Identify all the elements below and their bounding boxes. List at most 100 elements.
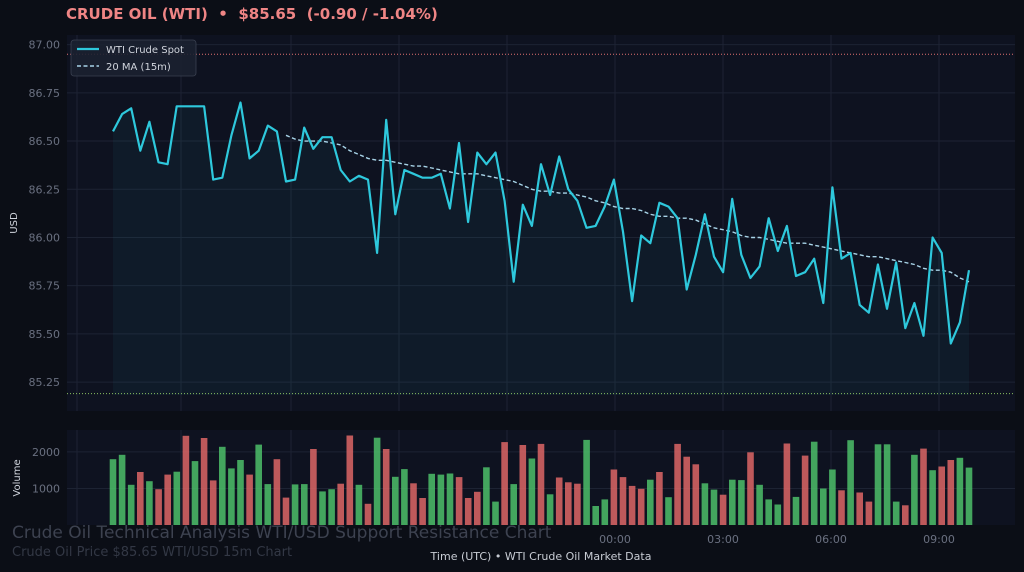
volume-bar xyxy=(109,459,117,525)
price-area-fill xyxy=(113,102,969,395)
volume-bar xyxy=(246,474,253,525)
volume-bar xyxy=(173,471,181,525)
volume-bar xyxy=(137,472,144,525)
volume-bar xyxy=(938,466,945,525)
volume-y-tick-label: 1000 xyxy=(32,483,60,496)
header-separator: • xyxy=(218,5,228,23)
volume-bar xyxy=(392,476,399,525)
volume-bar xyxy=(364,503,372,525)
volume-y-ticks: 1000 2000 xyxy=(32,446,60,496)
volume-bar xyxy=(920,448,927,525)
volume-bar xyxy=(628,485,636,525)
volume-bar xyxy=(191,461,199,525)
volume-bar xyxy=(892,501,900,525)
volume-bar xyxy=(792,496,800,525)
volume-bar xyxy=(747,452,754,525)
volume-bar xyxy=(328,489,335,525)
volume-y-axis-label: Volume xyxy=(12,459,23,496)
volume-bar xyxy=(810,441,818,525)
price-y-tick-label: 85.75 xyxy=(29,280,61,293)
volume-bar xyxy=(947,460,955,525)
volume-bar xyxy=(719,494,727,525)
legend-price-label: WTI Crude Spot xyxy=(106,45,184,56)
volume-bar xyxy=(692,464,700,525)
volume-bar xyxy=(200,438,208,525)
price-y-ticks: 85.25 85.50 85.75 86.00 86.25 86.50 86.75 87.00 xyxy=(29,39,61,390)
volume-bar xyxy=(419,498,426,525)
watermark-subtitle: Crude Oil Price $85.65 WTI/USD 15m Chart xyxy=(12,545,293,560)
volume-bar xyxy=(410,483,417,525)
volume-bar xyxy=(865,501,873,525)
volume-bar xyxy=(592,506,599,525)
volume-bar xyxy=(820,488,827,525)
volume-bar xyxy=(528,458,536,525)
volume-bar xyxy=(701,483,709,525)
x-tick-label: 06:00 xyxy=(815,533,847,546)
volume-bar xyxy=(209,480,217,525)
volume-bar xyxy=(765,499,772,525)
volume-bar xyxy=(282,497,290,525)
volume-bar xyxy=(883,444,891,526)
volume-bar xyxy=(902,505,909,525)
volume-bar xyxy=(847,440,854,525)
volume-bar xyxy=(346,435,354,525)
x-tick-label: 03:00 xyxy=(707,533,739,546)
legend: WTI Crude Spot 20 MA (15m) xyxy=(70,39,197,77)
price-value: $85.65 xyxy=(238,5,297,23)
volume-bar xyxy=(474,491,481,526)
volume-bar xyxy=(146,481,153,525)
price-panel-bg xyxy=(67,35,1015,411)
volume-bar xyxy=(401,469,408,525)
volume-bars xyxy=(109,435,973,526)
volume-bar xyxy=(829,469,836,525)
volume-bar xyxy=(647,479,654,525)
price-y-tick-label: 86.50 xyxy=(29,135,61,148)
ma-line xyxy=(285,134,970,283)
volume-bar xyxy=(574,483,581,525)
legend-box xyxy=(70,39,197,77)
volume-bar xyxy=(601,499,609,525)
x-tick-label: 00:00 xyxy=(599,533,631,546)
volume-bar xyxy=(273,459,281,525)
volume-bar xyxy=(228,468,235,525)
volume-bar xyxy=(956,457,964,525)
volume-bar xyxy=(729,479,736,525)
volume-bar xyxy=(501,442,508,525)
price-y-tick-label: 85.50 xyxy=(29,328,61,341)
price-y-tick-label: 86.75 xyxy=(29,87,61,100)
volume-bar xyxy=(738,480,745,525)
volume-bar xyxy=(756,484,763,525)
volume-bar xyxy=(428,473,435,525)
volume-bar xyxy=(555,477,563,525)
volume-bar xyxy=(155,489,162,525)
volume-bar xyxy=(310,449,317,525)
volume-bar xyxy=(264,484,272,525)
volume-bar xyxy=(319,491,326,525)
watermark-title: Crude Oil Technical Analysis WTI/USD Sup… xyxy=(12,523,552,543)
price-y-tick-label: 86.00 xyxy=(29,232,61,245)
volume-y-tick-label: 2000 xyxy=(32,446,60,459)
volume-bar xyxy=(911,454,918,525)
volume-bar xyxy=(255,444,262,525)
volume-bar xyxy=(237,460,244,525)
volume-bar xyxy=(337,483,344,525)
chart-header: CRUDE OIL (WTI) • $85.65 (-0.90 / -1.04%… xyxy=(66,5,438,23)
volume-bar xyxy=(683,456,690,525)
volume-bar xyxy=(710,489,718,525)
x-tick-label: 09:00 xyxy=(923,533,955,546)
volume-bar xyxy=(637,488,645,525)
volume-bar xyxy=(838,490,845,525)
volume-bar xyxy=(373,437,381,525)
volume-bar xyxy=(674,443,681,525)
volume-bar xyxy=(801,455,809,525)
volume-bar xyxy=(219,446,226,525)
volume-bar xyxy=(291,484,299,525)
x-axis-label: Time (UTC) • WTI Crude Oil Market Data xyxy=(430,550,652,563)
volume-bar xyxy=(492,501,499,525)
volume-bar xyxy=(874,444,882,526)
volume-bar xyxy=(774,504,782,525)
price-y-tick-label: 86.25 xyxy=(29,183,61,196)
volume-bar xyxy=(856,492,863,525)
volume-bar xyxy=(355,484,363,525)
volume-bar xyxy=(446,473,454,525)
